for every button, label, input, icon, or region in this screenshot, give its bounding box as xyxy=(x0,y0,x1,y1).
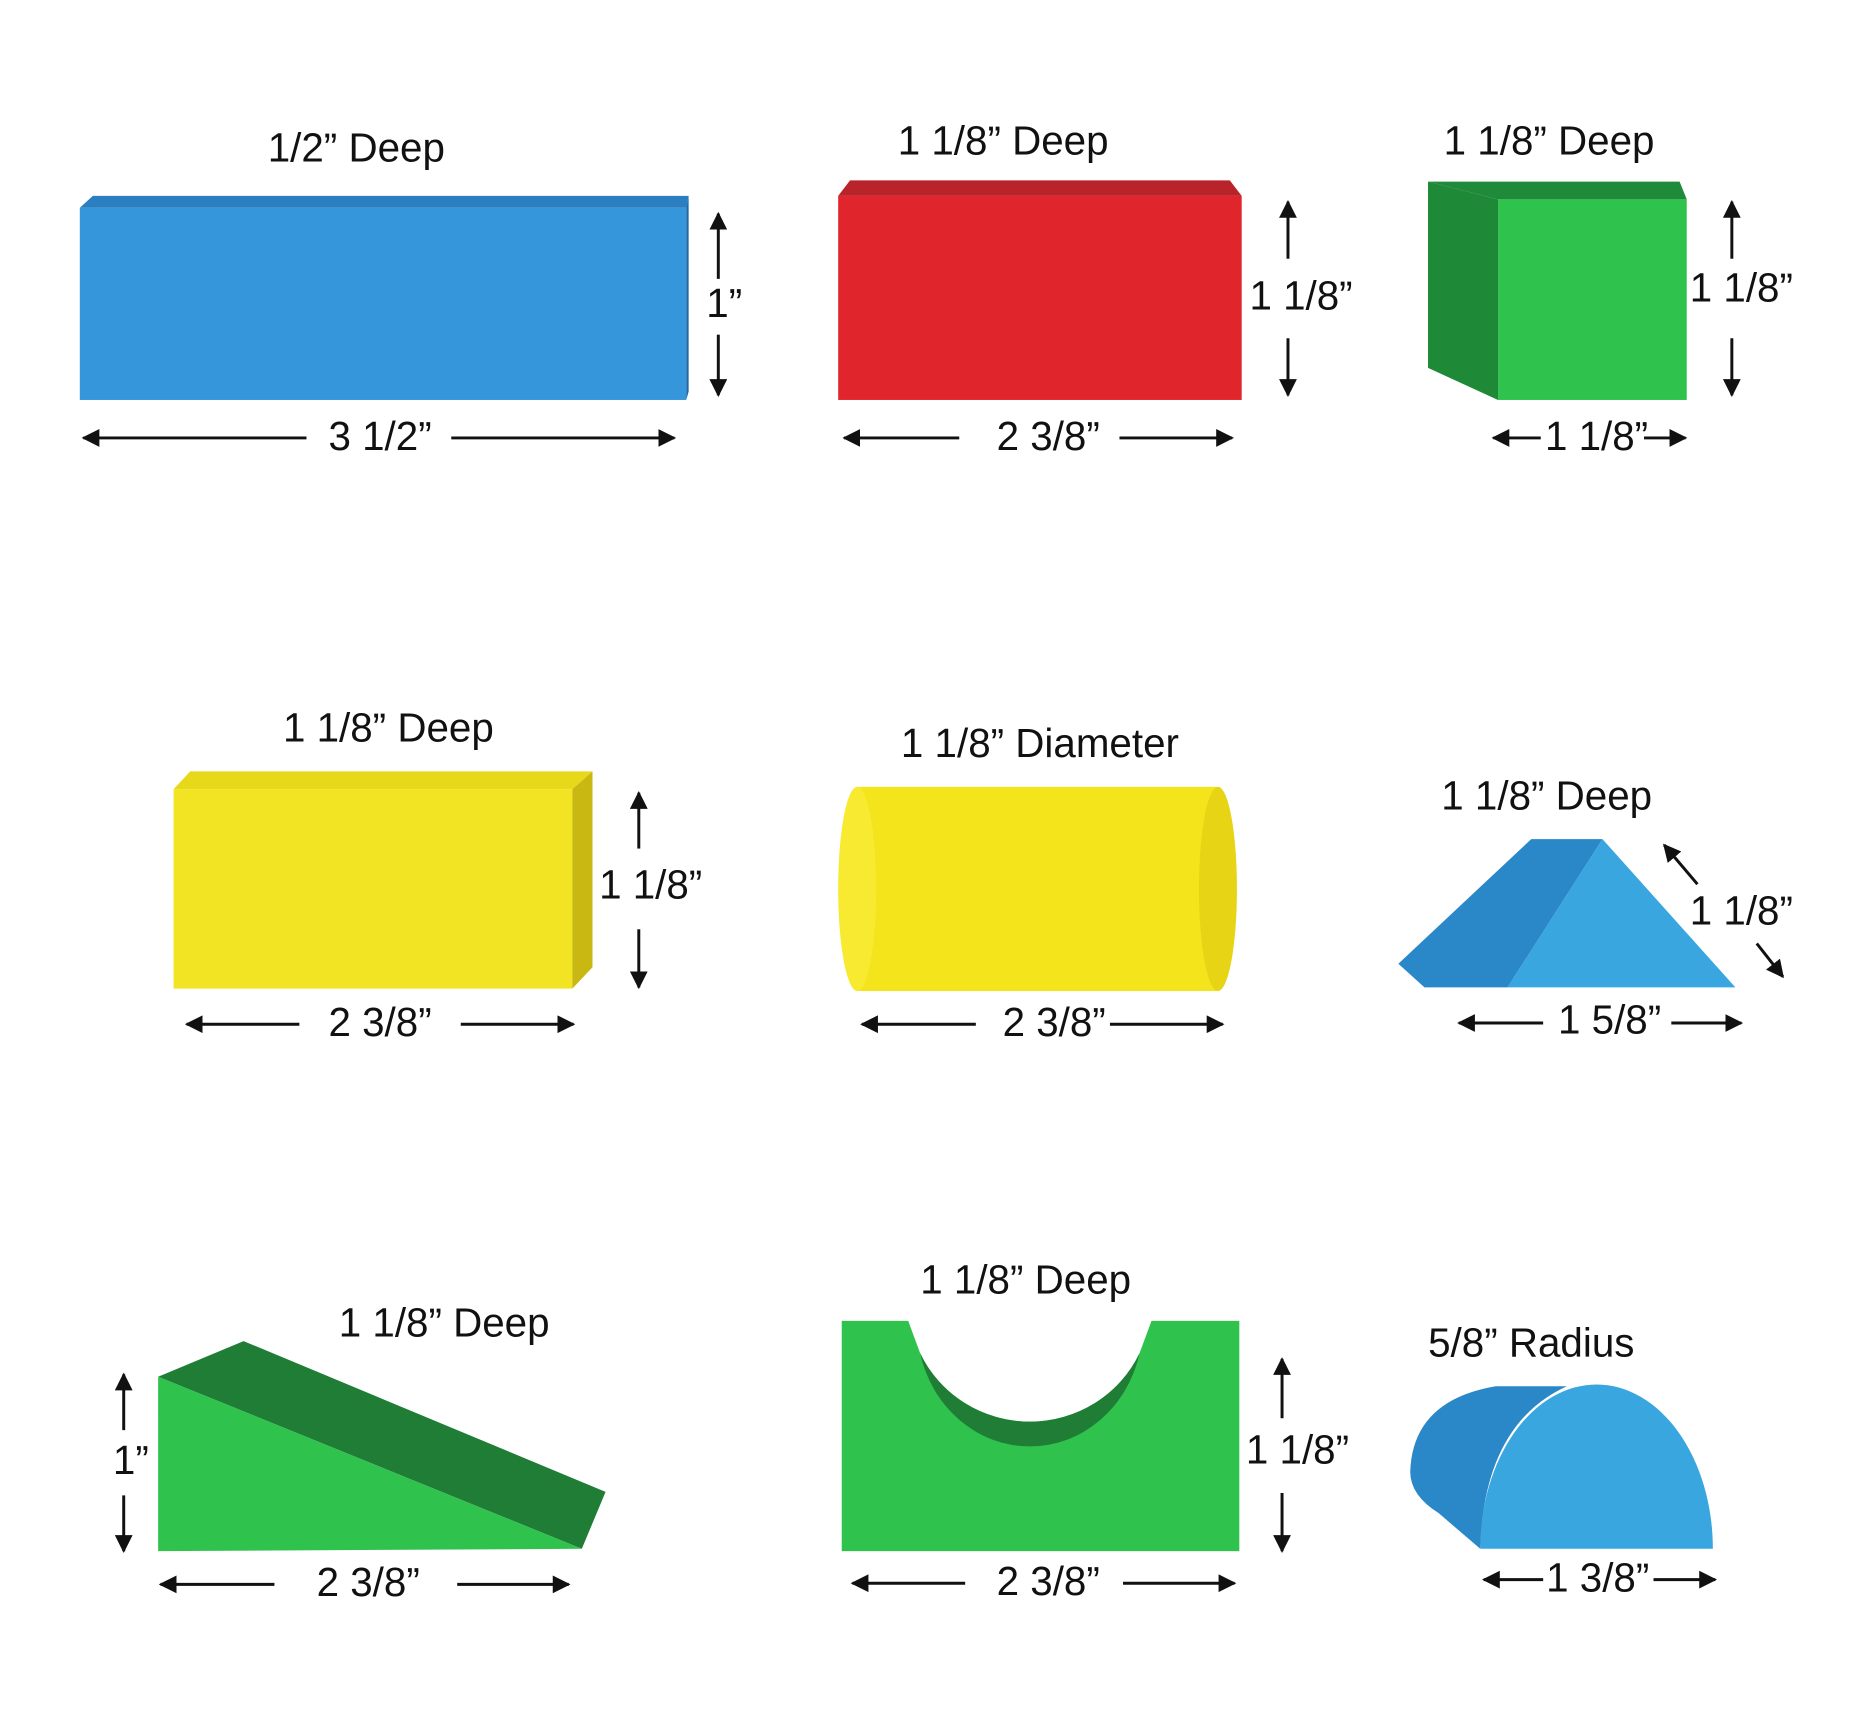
width-label: 2 3/8” xyxy=(328,999,431,1045)
block-green-cube: 1 1/8” Deep 1 1/8” 1 1/8” xyxy=(1428,117,1793,459)
block-ramp: 1 1/8” Deep 2 3/8” 1” xyxy=(113,1299,606,1605)
block-arch: 1 1/8” Deep 2 3/8” 1 1/8” xyxy=(841,1257,1349,1604)
slant-label: 1 1/8” xyxy=(1690,888,1793,934)
block-cylinder: 1 1/8” Diameter 2 3/8” xyxy=(838,720,1237,1045)
width-label: 2 3/8” xyxy=(997,413,1100,459)
width-label: 3 1/2” xyxy=(328,413,431,459)
depth-label: 1 1/8” Deep xyxy=(1444,117,1655,163)
width-label: 2 3/8” xyxy=(997,1558,1100,1604)
depth-label: 1 1/8” Deep xyxy=(1441,772,1652,818)
block-triangle: 1 1/8” Deep 1 5/8” 1 1/8” xyxy=(1398,772,1793,1043)
width-label: 1 3/8” xyxy=(1546,1554,1649,1600)
depth-label: 1 1/8” Deep xyxy=(283,705,494,751)
width-label: 2 3/8” xyxy=(1003,999,1106,1045)
height-label: 1 1/8” xyxy=(1246,1426,1349,1472)
depth-label: 1 1/8” Deep xyxy=(898,117,1109,163)
depth-label: 1 1/8” Deep xyxy=(339,1299,550,1345)
depth-label: 1 1/8” Deep xyxy=(920,1257,1131,1303)
width-label: 1 5/8” xyxy=(1558,997,1661,1043)
width-label: 1 1/8” xyxy=(1545,413,1648,459)
height-label: 1 1/8” xyxy=(599,861,702,907)
height-label: 1” xyxy=(113,1437,149,1483)
block-blue-long: 1/2” Deep 3 1/2” 1” xyxy=(79,124,742,459)
depth-label: 1 1/8” Diameter xyxy=(901,720,1179,766)
block-red: 1 1/8” Deep 2 3/8” 1 1/8” xyxy=(838,117,1353,459)
height-label: 1” xyxy=(706,280,742,326)
height-label: 1 1/8” xyxy=(1249,273,1352,319)
depth-label: 5/8” Radius xyxy=(1428,1320,1634,1366)
height-label: 1 1/8” xyxy=(1690,264,1793,310)
block-yellow: 1 1/8” Deep 2 3/8” 1 1/8” xyxy=(173,705,702,1045)
depth-label: 1/2” Deep xyxy=(268,124,445,170)
width-label: 2 3/8” xyxy=(317,1559,420,1605)
block-half-cylinder: 5/8” Radius 1 3/8” xyxy=(1410,1320,1718,1600)
